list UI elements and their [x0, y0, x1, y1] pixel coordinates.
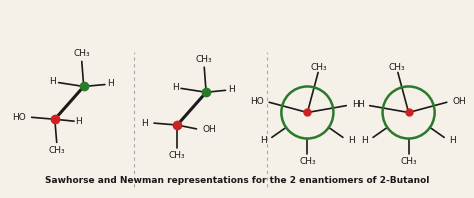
- Text: CH₃: CH₃: [401, 157, 417, 166]
- Text: CH₃: CH₃: [299, 157, 316, 166]
- Text: H: H: [449, 136, 456, 145]
- Text: CH₃: CH₃: [73, 49, 90, 58]
- Text: H: H: [228, 85, 235, 94]
- Text: H: H: [107, 79, 114, 88]
- Text: Sawhorse and Newman representations for the 2 enantiomers of 2-Butanol: Sawhorse and Newman representations for …: [45, 176, 429, 185]
- Text: H: H: [172, 83, 179, 92]
- Text: HO: HO: [250, 97, 264, 106]
- Text: H: H: [357, 100, 364, 109]
- Text: CH₃: CH₃: [196, 55, 212, 64]
- Text: CH₃: CH₃: [48, 146, 65, 155]
- Text: H: H: [142, 119, 148, 128]
- Text: H: H: [362, 136, 368, 145]
- Text: CH₃: CH₃: [389, 63, 405, 72]
- Text: HO: HO: [12, 113, 26, 122]
- Text: CH₃: CH₃: [311, 63, 328, 72]
- Text: OH: OH: [202, 125, 216, 134]
- Text: H: H: [75, 117, 82, 126]
- Text: H: H: [352, 100, 359, 109]
- Text: CH₃: CH₃: [169, 151, 185, 160]
- Text: H: H: [260, 136, 267, 145]
- Text: OH: OH: [453, 97, 466, 106]
- Text: H: H: [348, 136, 355, 145]
- Text: H: H: [49, 77, 56, 86]
